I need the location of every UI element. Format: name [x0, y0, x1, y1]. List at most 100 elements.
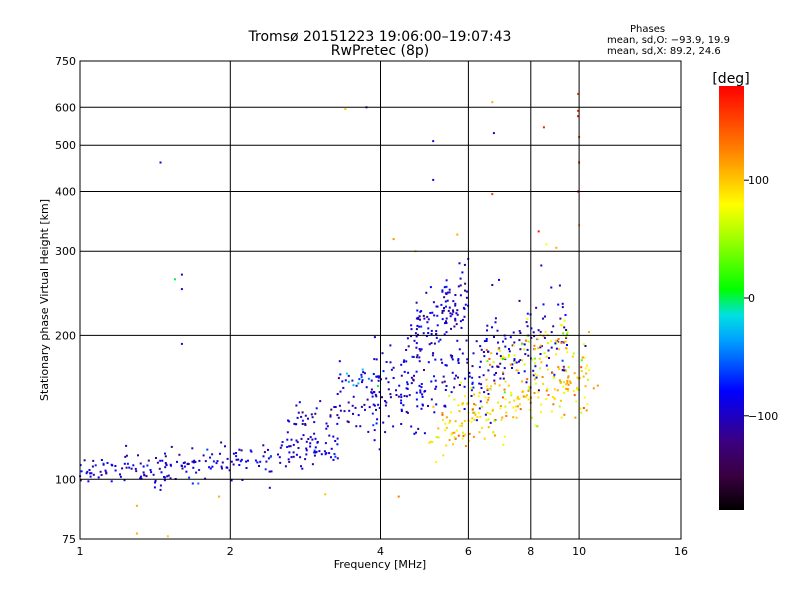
data-point	[545, 389, 548, 392]
data-point	[371, 395, 374, 398]
data-point	[397, 495, 400, 498]
data-point	[295, 453, 298, 456]
data-point	[313, 449, 316, 452]
data-point	[363, 403, 366, 406]
data-point	[521, 380, 523, 383]
data-point	[587, 378, 589, 381]
data-point	[465, 339, 468, 342]
data-point	[481, 426, 484, 429]
data-point	[489, 363, 491, 366]
data-point	[472, 435, 475, 438]
data-point	[198, 469, 201, 471]
data-point	[324, 493, 327, 496]
data-point	[320, 453, 323, 456]
data-point	[584, 385, 587, 388]
data-point	[429, 440, 432, 443]
data-point	[319, 400, 322, 403]
data-point	[333, 406, 336, 408]
data-point	[405, 349, 408, 351]
data-point	[314, 437, 317, 440]
data-point	[180, 342, 183, 345]
data-point	[513, 361, 516, 364]
data-point	[413, 374, 415, 377]
data-point	[130, 467, 133, 470]
data-point	[367, 377, 370, 380]
data-point	[281, 441, 284, 443]
data-point	[347, 401, 350, 404]
data-point	[382, 370, 385, 373]
data-point	[309, 442, 312, 445]
data-point	[581, 356, 584, 359]
data-point	[565, 329, 568, 331]
data-point	[461, 318, 464, 321]
data-point	[553, 388, 556, 391]
data-point	[452, 300, 455, 303]
data-point	[527, 340, 530, 343]
data-point	[277, 453, 279, 456]
data-point	[105, 471, 108, 474]
data-point	[180, 288, 183, 291]
data-point	[461, 403, 464, 406]
data-point	[204, 460, 207, 463]
data-point	[575, 400, 578, 403]
data-point	[419, 349, 422, 352]
data-point	[415, 391, 418, 394]
data-point	[561, 369, 564, 372]
data-point	[204, 477, 207, 480]
data-point	[497, 341, 499, 344]
data-point	[466, 358, 469, 361]
data-point	[540, 361, 543, 364]
data-point	[209, 467, 212, 470]
data-point	[518, 330, 521, 332]
data-point	[556, 341, 559, 344]
data-point	[556, 389, 559, 392]
data-point	[416, 324, 419, 327]
data-point	[492, 431, 495, 434]
y-axis-label: Stationary phase Virtual Height [km]	[38, 199, 51, 401]
data-point	[454, 319, 457, 322]
data-point	[524, 339, 527, 342]
data-point	[449, 312, 452, 315]
data-point	[512, 331, 515, 334]
data-point	[262, 444, 265, 447]
data-point	[539, 346, 542, 349]
data-point	[477, 395, 480, 398]
data-point	[170, 445, 173, 448]
data-point	[464, 289, 466, 292]
data-point	[493, 379, 496, 382]
data-point	[550, 346, 553, 349]
data-point	[126, 462, 129, 465]
data-point	[186, 463, 189, 466]
data-point	[311, 416, 314, 419]
data-point	[191, 482, 194, 485]
data-point	[471, 365, 474, 368]
data-point	[325, 452, 328, 454]
data-point	[385, 401, 388, 404]
data-point	[448, 291, 451, 294]
data-point	[518, 398, 521, 400]
data-point	[161, 459, 164, 462]
data-point	[464, 377, 467, 380]
data-point	[563, 340, 566, 343]
data-point	[426, 321, 429, 324]
data-point	[361, 379, 364, 382]
data-point	[153, 486, 156, 489]
data-point	[490, 385, 493, 388]
data-point	[526, 312, 529, 315]
data-point	[523, 348, 526, 351]
data-point	[482, 351, 485, 353]
data-point	[495, 372, 497, 374]
data-point	[536, 337, 539, 340]
data-point	[332, 458, 335, 461]
data-point	[521, 359, 524, 362]
data-point	[382, 421, 385, 424]
data-point	[542, 303, 545, 306]
data-point	[550, 410, 553, 413]
data-point	[449, 354, 452, 357]
data-point	[336, 437, 339, 440]
data-point	[513, 341, 516, 344]
data-point	[554, 342, 557, 345]
data-point	[478, 431, 481, 434]
data-point	[132, 464, 135, 467]
